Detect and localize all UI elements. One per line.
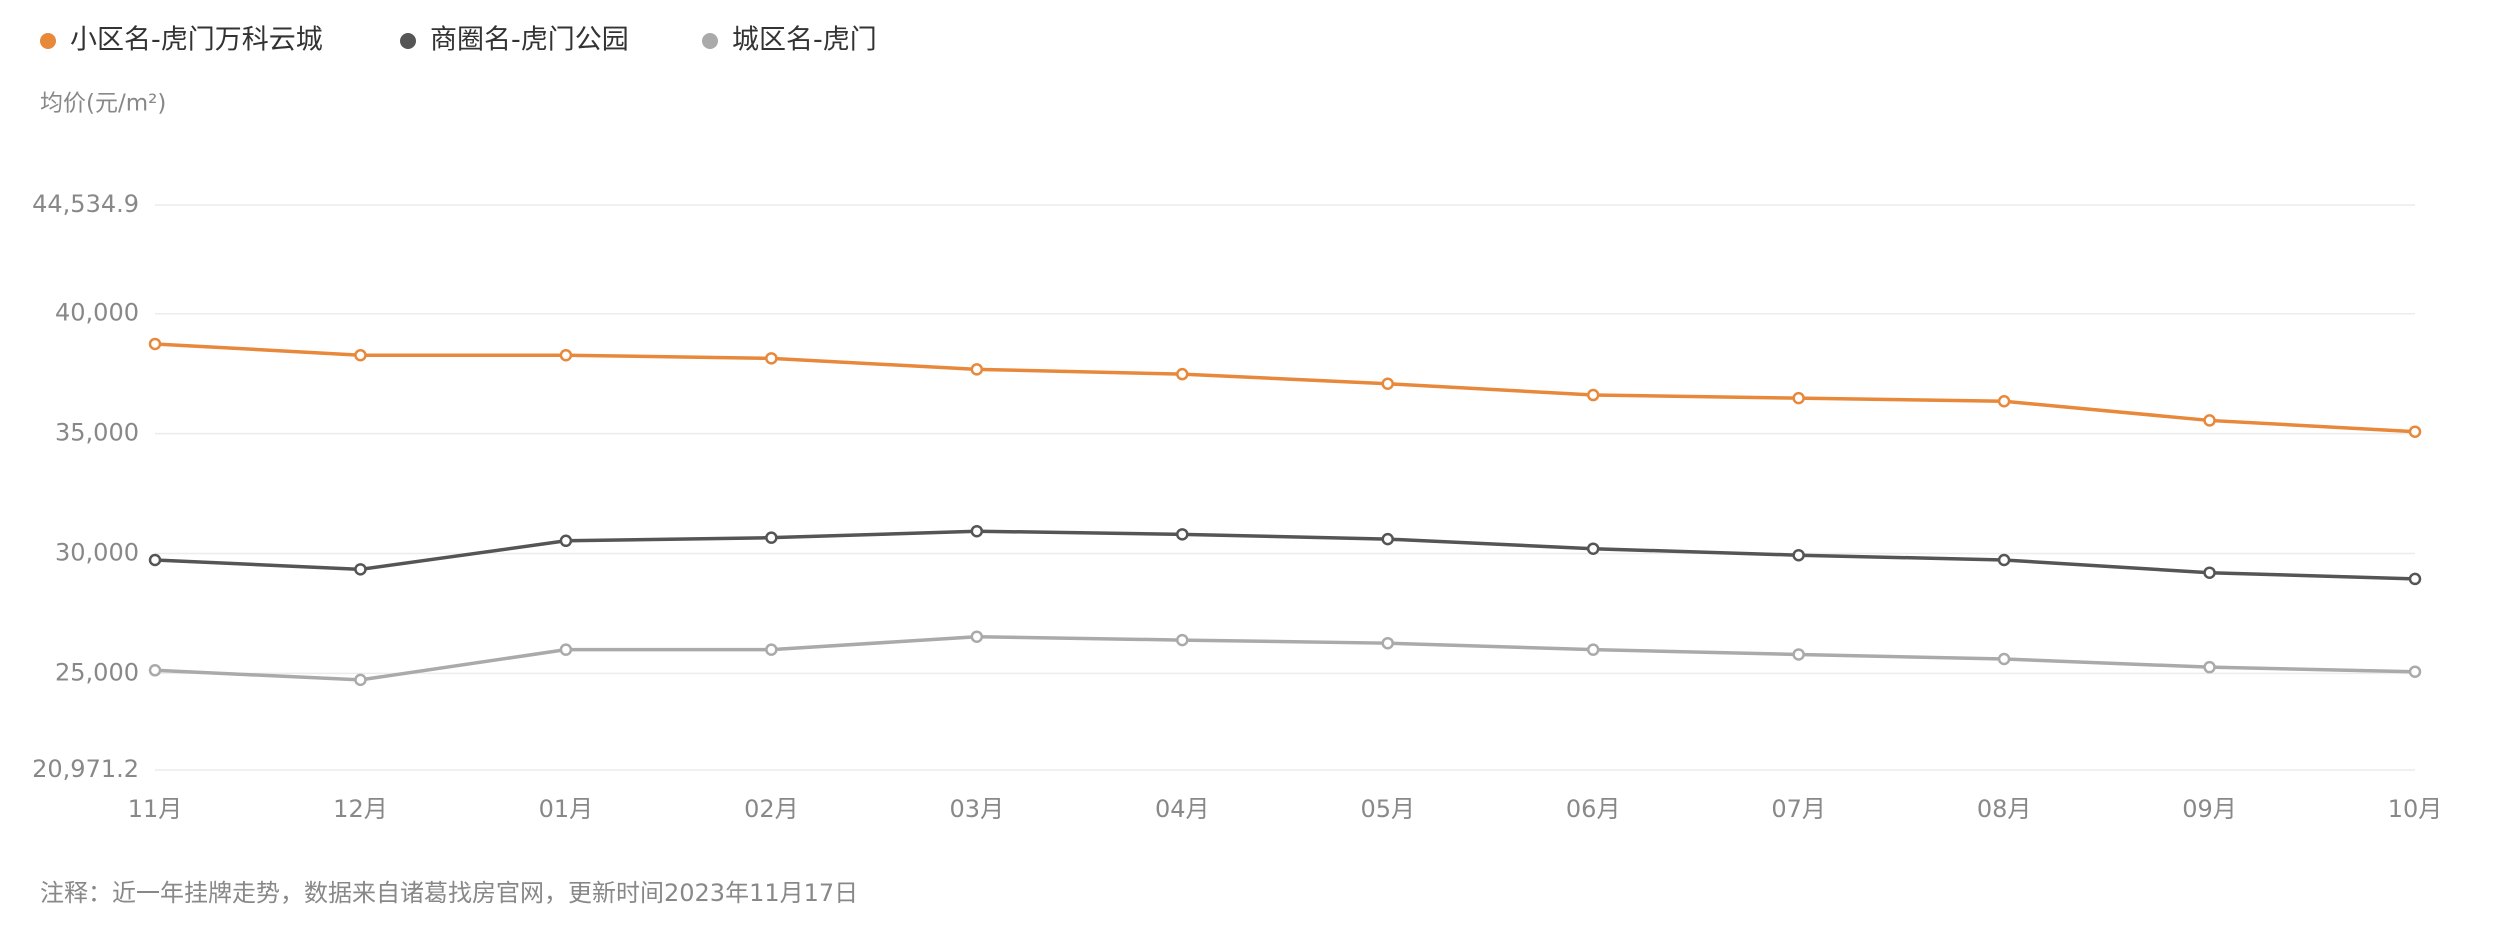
- y-tick-label: 25,000: [55, 658, 139, 686]
- point: [2203, 566, 2216, 579]
- x-tick-label: 11月: [128, 795, 183, 823]
- point: [1792, 548, 1805, 562]
- point: [559, 643, 573, 656]
- legend-marker: [702, 33, 718, 49]
- x-tick-label: 09月: [2182, 795, 2237, 823]
- point: [354, 673, 367, 687]
- y-axis-label: 均价(元/m²): [40, 91, 166, 117]
- point: [148, 664, 162, 677]
- x-tick-label: 12月: [333, 795, 388, 823]
- point: [148, 337, 162, 351]
- point: [1792, 648, 1805, 661]
- legend-marker: [400, 33, 416, 49]
- point: [1586, 542, 1600, 555]
- x-tick-label: 05月: [1360, 795, 1415, 823]
- y-tick-label: 30,000: [55, 539, 139, 567]
- point: [1586, 643, 1600, 656]
- point: [1176, 528, 1189, 541]
- point: [559, 348, 573, 362]
- point: [1997, 395, 2011, 408]
- point: [1176, 367, 1189, 381]
- x-tick-label: 07月: [1771, 795, 1826, 823]
- legend-label: 商圈名-虎门公园: [430, 25, 629, 56]
- point: [2203, 414, 2216, 427]
- x-tick-label: 02月: [744, 795, 799, 823]
- x-tick-label: 06月: [1566, 795, 1621, 823]
- point: [1176, 633, 1189, 647]
- y-tick-label: 35,000: [55, 419, 139, 447]
- point: [1381, 532, 1394, 546]
- x-tick-label: 03月: [950, 795, 1005, 823]
- point: [1792, 391, 1805, 405]
- y-tick-label: 20,971.2: [32, 755, 139, 783]
- point: [1997, 652, 2011, 666]
- point: [354, 563, 367, 576]
- series-line: [154, 342, 2416, 434]
- point: [2408, 425, 2422, 438]
- series-line: [154, 529, 2416, 581]
- legend-label: 小区名-虎门万科云城: [70, 25, 323, 56]
- point: [765, 643, 778, 656]
- y-tick-label: 40,000: [55, 299, 139, 327]
- point: [2203, 660, 2216, 674]
- point: [765, 531, 778, 544]
- note: 注释：近一年挂牌走势，数据来自诸葛找房官网，更新时间2023年11月17日: [40, 879, 858, 907]
- x-tick-label: 04月: [1155, 795, 1210, 823]
- point: [1997, 553, 2011, 567]
- point: [970, 363, 984, 376]
- point: [354, 348, 367, 362]
- legend-label: 城区名-虎门: [732, 25, 877, 56]
- y-tick-label: 44,534.9: [32, 190, 139, 218]
- point: [559, 534, 573, 548]
- point: [148, 553, 162, 567]
- point: [765, 352, 778, 365]
- x-tick-label: 01月: [539, 795, 594, 823]
- point: [1381, 377, 1394, 391]
- point: [1586, 388, 1600, 402]
- x-tick-label: 10月: [2388, 795, 2443, 823]
- point: [2408, 665, 2422, 678]
- series-line: [154, 634, 2416, 682]
- point: [970, 630, 984, 643]
- point: [1381, 636, 1394, 650]
- point: [2408, 572, 2422, 586]
- x-tick-label: 08月: [1977, 795, 2032, 823]
- legend-marker: [40, 33, 56, 49]
- point: [970, 524, 984, 538]
